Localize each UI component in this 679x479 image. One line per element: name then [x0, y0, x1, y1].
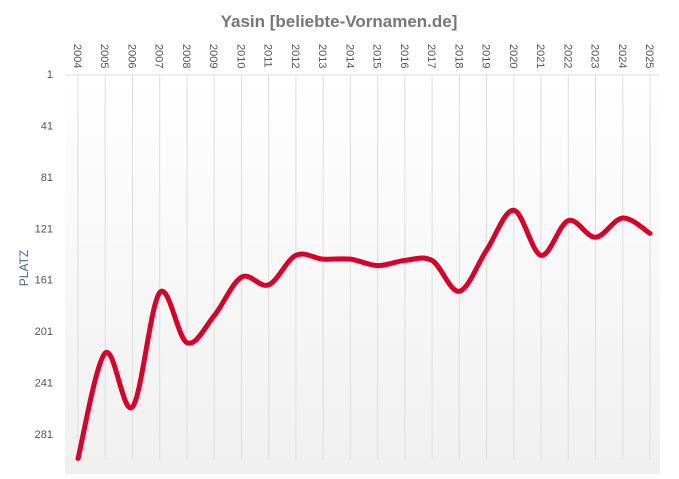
x-tick-label: 2014 [343, 44, 355, 68]
x-tick-label: 2025 [643, 44, 655, 68]
y-tick-label: 161 [35, 275, 53, 287]
x-tick-label: 2007 [153, 44, 165, 68]
x-tick-label: 2022 [561, 44, 573, 68]
x-tick-label: 2011 [262, 44, 274, 68]
x-tick-label: 2008 [180, 44, 192, 68]
plot-background [65, 75, 660, 474]
x-tick-label: 2023 [589, 44, 601, 68]
y-tick-label: 81 [41, 172, 53, 184]
x-tick-label: 2020 [507, 44, 519, 68]
x-tick-label: 2013 [316, 44, 328, 68]
x-tick-label: 2006 [125, 44, 137, 68]
x-tick-label: 2024 [616, 44, 628, 68]
y-axis-label: PLATZ [17, 250, 31, 286]
x-tick-label: 2019 [480, 44, 492, 68]
y-tick-label: 1 [47, 69, 53, 81]
chart-title: Yasin [beliebte-Vornamen.de] [221, 12, 458, 31]
x-tick-label: 2010 [234, 44, 246, 68]
y-tick-label: 41 [41, 120, 53, 132]
series-line [75, 207, 653, 461]
x-tick-label: 2004 [71, 44, 83, 68]
x-tick-label: 2017 [425, 44, 437, 68]
y-tick-label: 281 [35, 429, 53, 441]
y-tick-label: 241 [35, 378, 53, 390]
y-tick-label: 201 [35, 326, 53, 338]
x-tick-label: 2005 [98, 44, 110, 68]
x-tick-label: 2021 [534, 44, 546, 68]
x-tick-label: 2015 [371, 44, 383, 68]
y-tick-label: 121 [35, 223, 53, 235]
x-tick-label: 2018 [452, 44, 464, 68]
x-tick-label: 2009 [207, 44, 219, 68]
x-tick-label: 2016 [398, 44, 410, 68]
x-tick-label: 2012 [289, 44, 301, 68]
